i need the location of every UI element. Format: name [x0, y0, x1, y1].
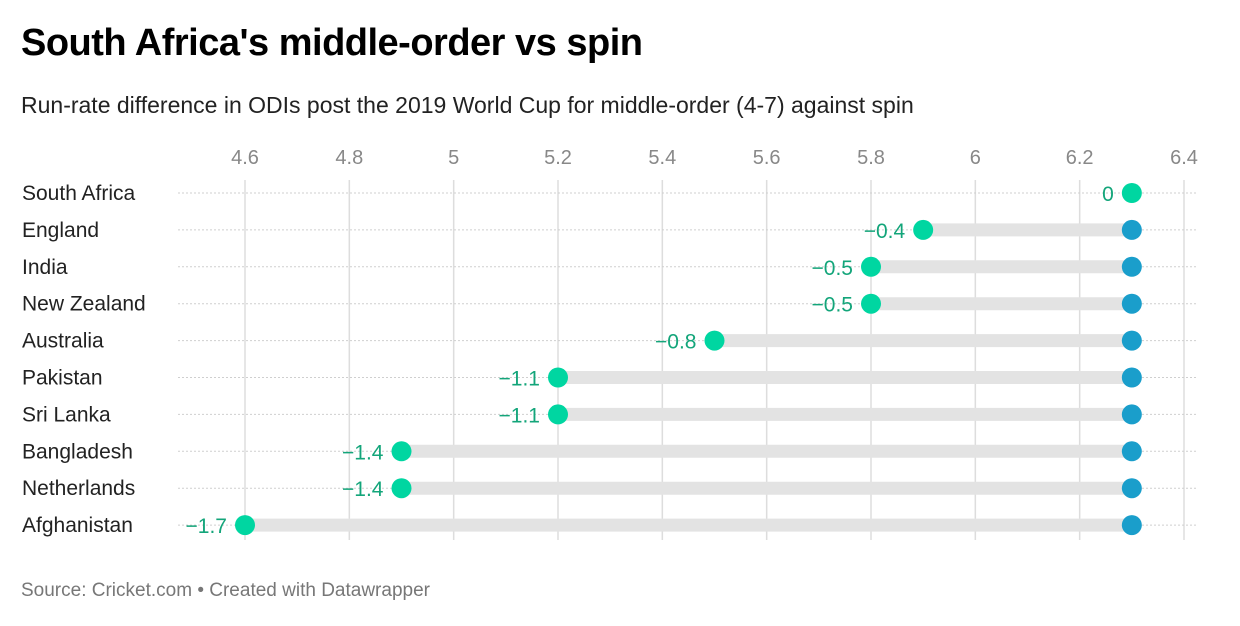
difference-label: −1.7 [186, 515, 227, 538]
x-tick-label: 6 [970, 147, 981, 169]
reference-dot [1121, 256, 1142, 277]
x-tick-label: 5.6 [753, 147, 781, 169]
category-label: India [22, 256, 68, 279]
team-dot [704, 330, 725, 351]
x-tick-label: 4.6 [231, 147, 259, 169]
x-tick-label: 5.8 [857, 147, 885, 169]
team-dot [391, 478, 412, 499]
reference-dot [1121, 404, 1142, 425]
x-tick-label: 6.4 [1170, 147, 1198, 169]
category-label: Bangladesh [22, 440, 133, 463]
category-label: South Africa [22, 182, 136, 205]
team-dot [548, 404, 568, 425]
x-tick-label: 5 [448, 147, 459, 169]
category-label: Australia [22, 330, 104, 353]
chart-subtitle: Run-rate difference in ODIs post the 201… [21, 92, 914, 118]
reference-dot [1121, 441, 1142, 462]
team-dot [391, 441, 412, 462]
reference-dot [1121, 478, 1142, 499]
difference-label: −1.4 [342, 478, 384, 501]
team-dot [861, 293, 881, 314]
category-label: Sri Lanka [22, 403, 111, 426]
source-footer: Source: Cricket.com • Created with Dataw… [21, 580, 430, 601]
reference-dot [1121, 293, 1142, 314]
x-tick-label: 5.4 [648, 147, 676, 169]
category-label: England [22, 219, 99, 242]
difference-label: −1.1 [499, 368, 540, 391]
reference-dot [1121, 330, 1142, 351]
category-label: Afghanistan [22, 514, 133, 537]
category-label: New Zealand [22, 293, 146, 316]
chart-title: South Africa's middle-order vs spin [21, 22, 643, 64]
reference-dot [1121, 515, 1142, 536]
reference-dot [1121, 367, 1142, 388]
difference-label: 0 [1102, 183, 1114, 206]
difference-label: −0.8 [655, 331, 696, 354]
x-tick-label: 4.8 [335, 147, 363, 169]
team-dot [861, 256, 881, 277]
team-dot [548, 367, 568, 388]
category-label: Netherlands [22, 477, 135, 500]
x-tick-label: 5.2 [544, 147, 572, 169]
team-dot [1121, 183, 1142, 203]
team-dot [235, 515, 255, 536]
x-tick-label: 6.2 [1066, 147, 1094, 169]
difference-label: −0.5 [812, 294, 853, 317]
difference-label: −1.1 [499, 404, 540, 427]
difference-label: −1.4 [342, 441, 384, 464]
category-label: Pakistan [22, 367, 103, 390]
reference-dot [1121, 219, 1142, 240]
team-dot [913, 219, 934, 240]
difference-label: −0.5 [812, 257, 853, 280]
difference-label: −0.4 [864, 220, 906, 243]
